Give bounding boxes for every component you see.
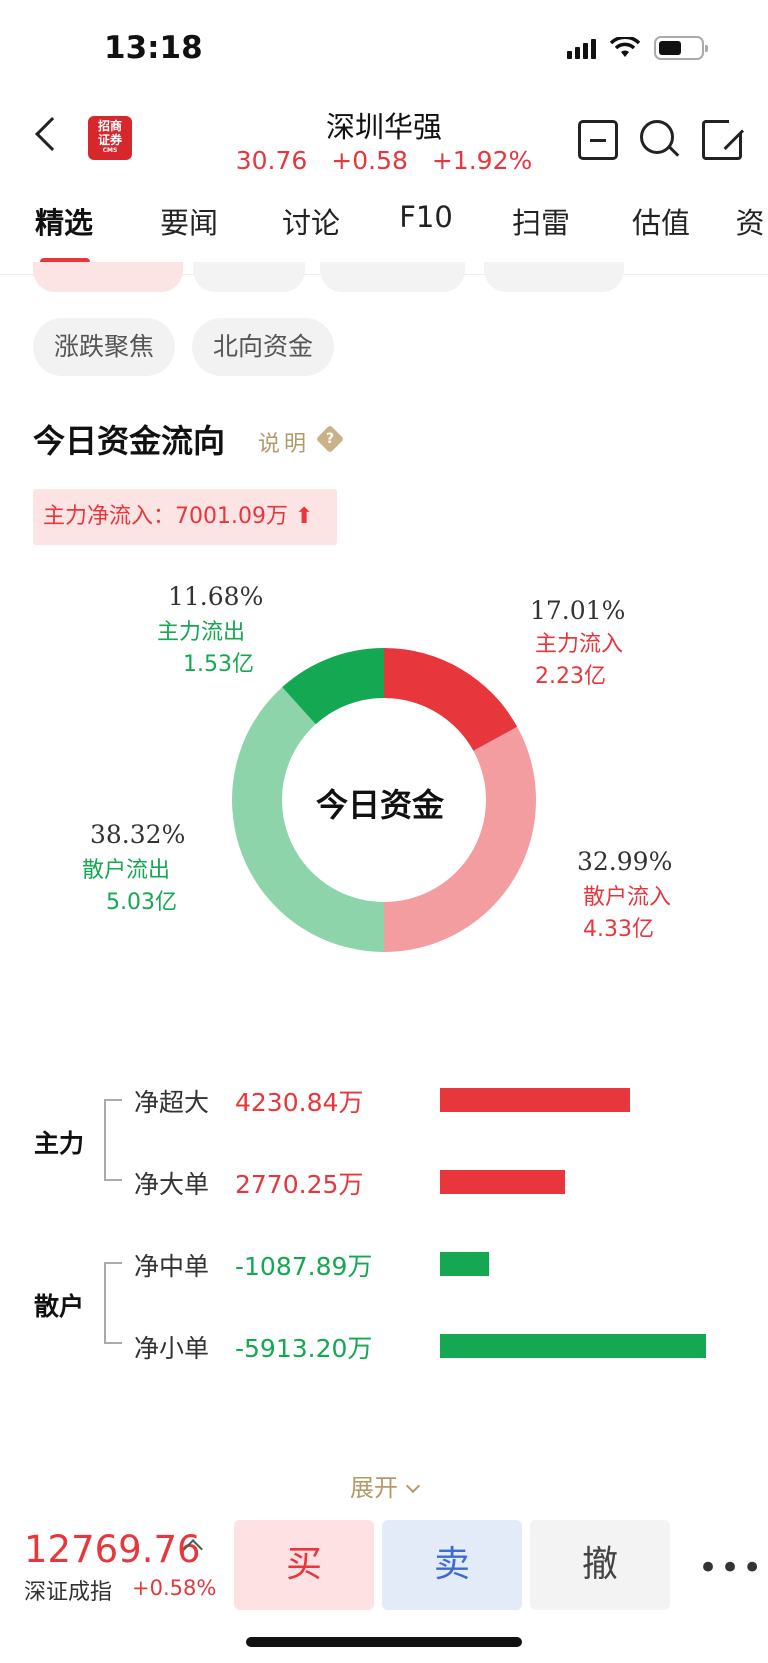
slice-pct-main-inflow: 17.01% bbox=[530, 596, 626, 625]
tab-more[interactable]: 资 bbox=[735, 206, 765, 240]
donut-slice-2 bbox=[231, 687, 384, 952]
row-value: 2770.25万 bbox=[235, 1170, 364, 1199]
cancel-order-button[interactable]: 撤 bbox=[530, 1520, 670, 1610]
stock-change: +0.58 bbox=[331, 146, 408, 175]
tab-discussion[interactable]: 讨论 bbox=[281, 206, 340, 240]
slice-pct-retail-inflow: 32.99% bbox=[577, 847, 673, 876]
chevron-down-icon bbox=[405, 1478, 421, 1494]
index-name: 深证成指 bbox=[24, 1580, 113, 1605]
row-label: 净小单 bbox=[134, 1334, 210, 1363]
flow-bar bbox=[440, 1088, 631, 1112]
chip-price-focus[interactable]: 涨跌聚焦 bbox=[33, 318, 175, 376]
tab-valuation[interactable]: 估值 bbox=[631, 206, 690, 240]
slice-value-main-inflow: 2.23亿 bbox=[535, 664, 606, 689]
expand-label: 展开 bbox=[350, 1474, 398, 1502]
tab-f10[interactable]: F10 bbox=[399, 200, 453, 234]
index-value[interactable]: 12769.76 bbox=[24, 1528, 201, 1571]
share-button[interactable] bbox=[702, 117, 745, 160]
remove-watchlist-button[interactable] bbox=[578, 120, 618, 160]
slice-name-main-inflow: 主力流入 bbox=[535, 632, 624, 657]
tab-news[interactable]: 要闻 bbox=[159, 206, 218, 240]
index-change: +0.58% bbox=[132, 1576, 217, 1600]
group-label-retail: 散户 bbox=[34, 1292, 85, 1321]
wifi-icon bbox=[610, 37, 640, 57]
chip-partial[interactable] bbox=[193, 262, 305, 292]
stock-price: 30.76 bbox=[235, 146, 308, 175]
slice-name-retail-outflow: 散户流出 bbox=[82, 858, 171, 883]
row-value: 4230.84万 bbox=[235, 1088, 364, 1117]
stock-name: 深圳华强 bbox=[325, 110, 442, 144]
broker-logo: 招商 证券 CMS bbox=[88, 116, 132, 160]
stock-quote: 30.76 +0.58 +1.92% bbox=[0, 146, 768, 175]
slice-value-main-outflow: 1.53亿 bbox=[183, 652, 254, 677]
search-icon bbox=[640, 120, 674, 154]
tab-featured[interactable]: 精选 bbox=[34, 206, 93, 240]
slice-value-retail-outflow: 5.03亿 bbox=[106, 890, 177, 915]
row-value: -5913.20万 bbox=[235, 1334, 373, 1363]
home-indicator bbox=[246, 1637, 522, 1647]
help-icon[interactable]: ? bbox=[315, 424, 345, 454]
group-bracket-main bbox=[104, 1099, 122, 1181]
slice-value-retail-inflow: 4.33亿 bbox=[583, 917, 654, 942]
donut-chart bbox=[231, 648, 537, 952]
status-icons bbox=[567, 36, 708, 60]
chip-partial[interactable] bbox=[320, 262, 465, 292]
stock-change-pct: +1.92% bbox=[431, 146, 533, 175]
tab-bar: 精选 要闻 讨论 F10 扫雷 估值 资 bbox=[0, 200, 768, 264]
slice-pct-retail-outflow: 38.32% bbox=[90, 820, 186, 849]
row-value: -1087.89万 bbox=[235, 1252, 373, 1281]
cellular-signal-icon bbox=[567, 37, 596, 59]
slice-name-main-outflow: 主力流出 bbox=[157, 620, 246, 645]
flow-bar bbox=[440, 1170, 565, 1194]
donut-slice-0 bbox=[384, 648, 518, 751]
group-bracket-retail bbox=[104, 1262, 122, 1344]
section-title: 今日资金流向 bbox=[33, 422, 226, 460]
slice-pct-main-outflow: 11.68% bbox=[168, 582, 264, 611]
status-time: 13:18 bbox=[104, 30, 203, 66]
donut-slice-1 bbox=[384, 726, 537, 952]
chip-northbound-funds[interactable]: 北向资金 bbox=[192, 318, 334, 376]
battery-icon bbox=[654, 36, 708, 60]
slice-name-retail-inflow: 散户流入 bbox=[583, 885, 672, 910]
expand-button[interactable]: 展开 bbox=[0, 1468, 768, 1503]
flow-bar bbox=[440, 1252, 489, 1276]
search-button[interactable] bbox=[640, 120, 680, 160]
chip-partial[interactable] bbox=[484, 262, 624, 292]
row-label: 净超大 bbox=[134, 1088, 210, 1117]
buy-button[interactable]: 买 bbox=[234, 1520, 374, 1610]
flow-bar bbox=[440, 1334, 706, 1358]
tab-risk-scan[interactable]: 扫雷 bbox=[511, 206, 570, 240]
row-label: 净中单 bbox=[134, 1252, 210, 1281]
chip-partial[interactable] bbox=[33, 262, 183, 292]
sell-button[interactable]: 卖 bbox=[382, 1520, 522, 1610]
donut-center-label: 今日资金 bbox=[315, 786, 444, 824]
row-label: 净大单 bbox=[134, 1170, 210, 1199]
more-icon[interactable]: ••• bbox=[698, 1548, 765, 1588]
group-label-main: 主力 bbox=[34, 1129, 85, 1158]
donut-slice-3 bbox=[282, 648, 384, 725]
net-inflow-badge: 主力净流入：7001.09万 ⬆ bbox=[33, 489, 337, 545]
help-link[interactable]: 说明 bbox=[258, 432, 311, 457]
